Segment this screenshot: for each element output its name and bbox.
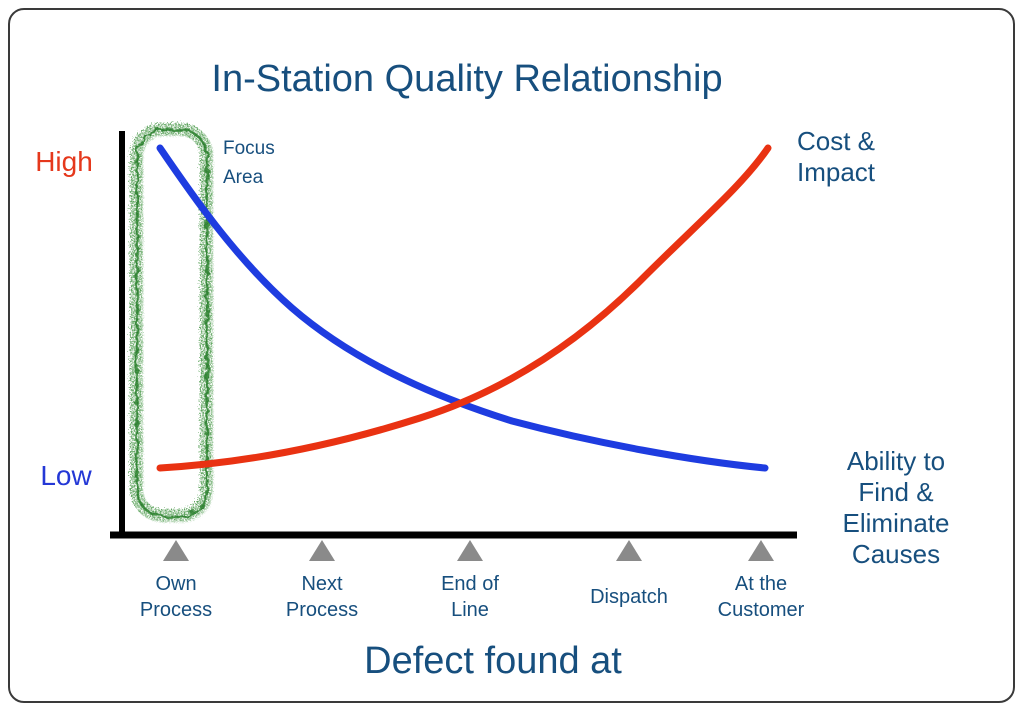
tick-marker-at-the-customer [748, 540, 774, 561]
x-category-end-of-line: End of Line [441, 573, 499, 621]
ability-curve [156, 144, 769, 472]
tick-marker-own-process [163, 540, 189, 561]
y-axis-low-label: Low [40, 460, 92, 491]
ability-curve-label: Ability to Find & Eliminate Causes [842, 446, 950, 569]
x-category-dispatch: Dispatch [590, 586, 668, 608]
y-axis-high-label: High [35, 146, 93, 177]
chart-title: In-Station Quality Relationship [211, 58, 723, 100]
focus-area-spray [130, 123, 214, 523]
x-axis-title: Defect found at [364, 640, 622, 682]
x-category-next-process: Next Process [285, 573, 359, 621]
tick-marker-dispatch [616, 540, 642, 561]
cost-impact-curve-label: Cost & Impact [797, 126, 876, 187]
x-category-at-the-customer: At the Customer [717, 573, 805, 621]
tick-marker-next-process [309, 540, 335, 561]
cost-curve [156, 144, 772, 472]
x-category-own-process: Own Process [139, 573, 213, 621]
focus-area-label: Focus Area [223, 138, 275, 188]
tick-marker-end-of-line [457, 540, 483, 561]
focus-area-edge [135, 128, 209, 518]
focus-area-shape [130, 123, 214, 523]
